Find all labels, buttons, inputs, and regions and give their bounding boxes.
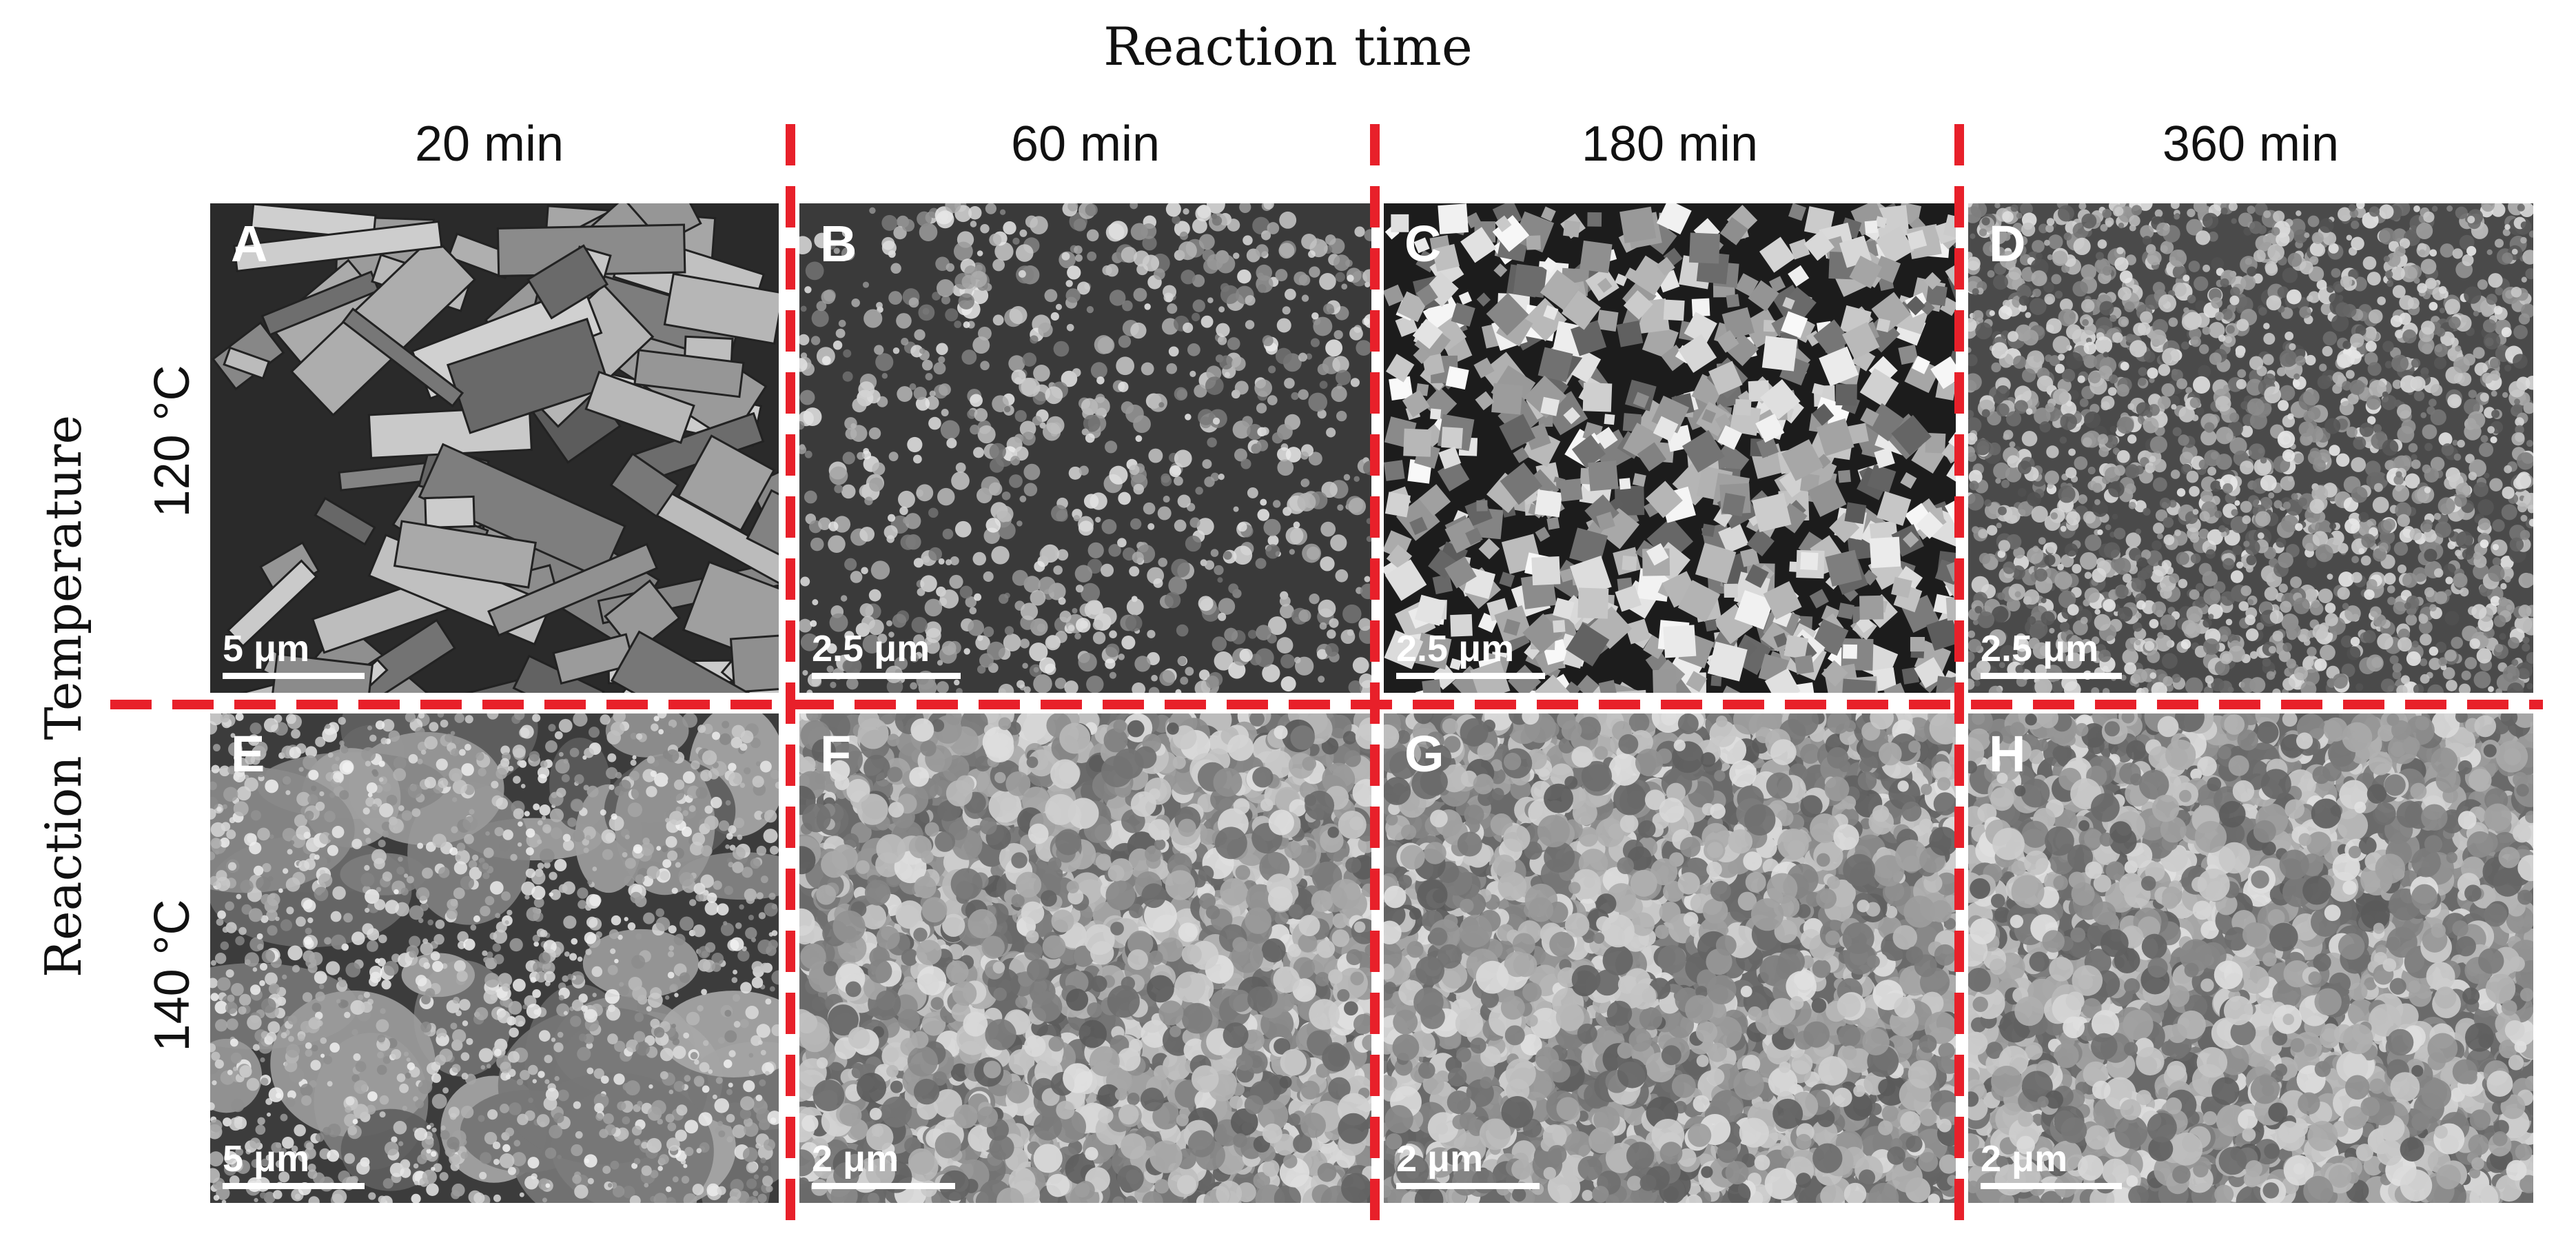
panel-letter: C — [1404, 215, 1442, 272]
scale-bar-label: 2.5 μm — [1981, 628, 2099, 669]
sem-panel-g: G 2 μm — [1384, 713, 1956, 1203]
sem-micrograph — [210, 203, 779, 693]
panel-letter: H — [1989, 725, 2026, 782]
scale-bar-label: 2 μm — [1981, 1138, 2068, 1179]
sem-panel-a: A 5 μm — [210, 203, 779, 693]
scale-bar-line — [223, 1183, 365, 1189]
sem-micrograph — [210, 713, 779, 1203]
panel-letter: F — [820, 725, 852, 782]
scale-bar-label: 5 μm — [223, 628, 310, 669]
scale-bar-line — [1981, 673, 2122, 679]
scale-bar-label: 2.5 μm — [812, 628, 930, 669]
sem-panel-h: H 2 μm — [1968, 713, 2533, 1203]
sem-micrograph — [1384, 203, 1956, 693]
scale-bar-label: 2 μm — [812, 1138, 899, 1179]
panel-letter: G — [1404, 725, 1444, 782]
column-header-180min: 180 min — [1581, 117, 1759, 172]
y-axis-label: Reaction Temperature — [34, 414, 92, 978]
panel-letter: D — [1989, 215, 2026, 272]
sem-panel-b: B 2.5 μm — [799, 203, 1371, 693]
scale-bar-line — [223, 673, 365, 679]
sem-micrograph — [1968, 713, 2533, 1203]
column-header-360min: 360 min — [2162, 117, 2340, 172]
panel-letter: E — [231, 725, 265, 782]
scale-bar: 2 μm — [812, 1140, 955, 1189]
panel-letter: B — [820, 215, 857, 272]
scale-bar-line — [1396, 673, 1545, 679]
column-header-20min: 20 min — [414, 117, 564, 172]
scale-bar: 2 μm — [1396, 1140, 1540, 1189]
figure-title: Reaction time — [1103, 16, 1473, 77]
scale-bar-line — [1981, 1183, 2122, 1189]
sem-panel-d: D 2.5 μm — [1968, 203, 2533, 693]
scale-bar: 2.5 μm — [1396, 630, 1545, 679]
row-header-120c: 120 °C — [145, 365, 200, 518]
sem-micrograph — [799, 713, 1371, 1203]
sem-panel-f: F 2 μm — [799, 713, 1371, 1203]
row-header-140c: 140 °C — [145, 899, 200, 1052]
scale-bar-line — [812, 1183, 955, 1189]
scale-bar-label: 2.5 μm — [1396, 628, 1515, 669]
scale-bar-label: 2 μm — [1396, 1138, 1484, 1179]
panel-letter: A — [231, 215, 268, 272]
sem-panel-e: E 5 μm — [210, 713, 779, 1203]
sem-micrograph — [799, 203, 1371, 693]
sem-micrograph — [1384, 713, 1956, 1203]
scale-bar-line — [812, 673, 961, 679]
scale-bar-line — [1396, 1183, 1540, 1189]
scale-bar: 2.5 μm — [1981, 630, 2122, 679]
sem-panel-c: C 2.5 μm — [1384, 203, 1956, 693]
scale-bar: 5 μm — [223, 1140, 365, 1189]
scale-bar: 5 μm — [223, 630, 365, 679]
scale-bar: 2 μm — [1981, 1140, 2122, 1189]
sem-micrograph — [1968, 203, 2533, 693]
scale-bar-label: 5 μm — [223, 1138, 310, 1179]
column-header-60min: 60 min — [1010, 117, 1161, 172]
scale-bar: 2.5 μm — [812, 630, 961, 679]
